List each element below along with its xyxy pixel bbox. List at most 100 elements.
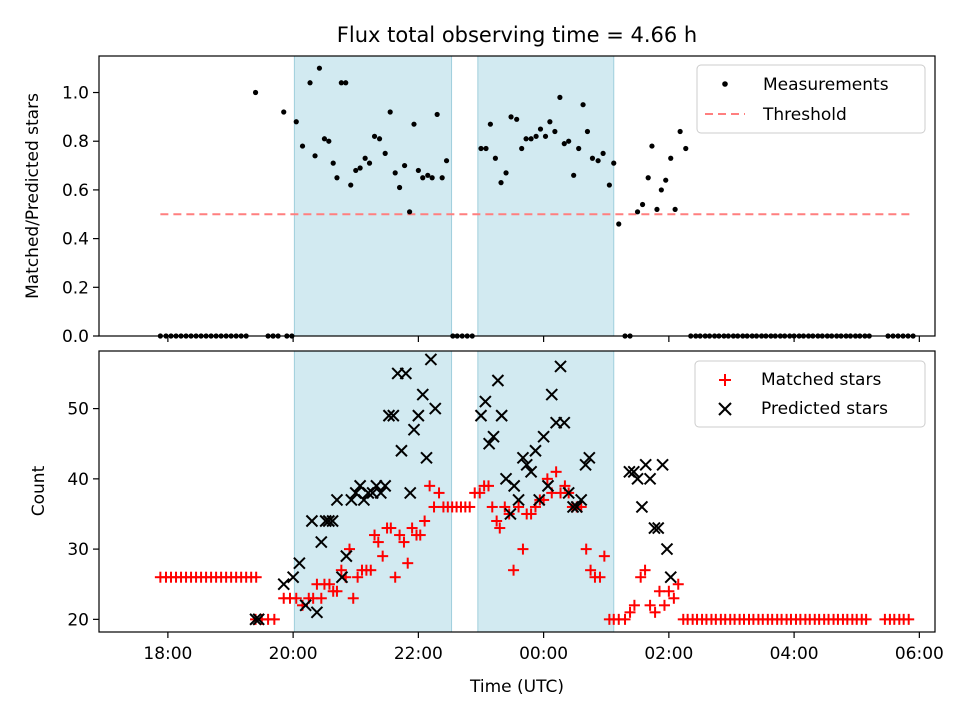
- legend-measurements-label: Measurements: [763, 75, 889, 95]
- matched-star-point: [483, 480, 495, 492]
- ratio-y-tick-label: 0.0: [62, 327, 89, 347]
- measurement-point: [407, 209, 413, 215]
- matched-star-point: [619, 613, 631, 625]
- measurement-point: [537, 126, 544, 132]
- count-y-tick-label: 50: [67, 400, 89, 420]
- matched-star-point: [628, 599, 640, 611]
- matched-star-point: [394, 529, 406, 541]
- predicted-star-point: [545, 388, 558, 401]
- measurement-point: [357, 165, 363, 171]
- ratio-legend: Measurements Threshold: [696, 64, 926, 134]
- measurement-point: [366, 160, 373, 166]
- predicted-star-point: [407, 423, 421, 436]
- predicted-star-point: [487, 430, 500, 443]
- matched-star-point: [406, 522, 418, 534]
- ratio-y-tick-label: 0.8: [62, 132, 89, 152]
- matched-star-point: [433, 487, 445, 499]
- matched-star-point: [653, 585, 665, 597]
- predicted-star-point: [579, 458, 592, 472]
- measurement-point: [528, 136, 534, 142]
- predicted-star-point: [537, 430, 550, 443]
- measurement-point: [580, 102, 586, 108]
- matched-star-point: [347, 592, 359, 604]
- predicted-star-point: [507, 479, 521, 493]
- measurement-point: [252, 89, 259, 96]
- predicted-star-point: [399, 367, 413, 380]
- matched-star-point: [268, 613, 280, 625]
- predicted-star-point: [529, 444, 542, 457]
- predicted-star-point: [495, 409, 508, 422]
- xlabel: Time (UTC): [469, 677, 564, 697]
- predicted-star-point: [558, 416, 571, 429]
- matched-star-point: [494, 522, 506, 534]
- x-tick-label: 02:00: [644, 644, 693, 664]
- predicted-star-point: [382, 409, 396, 422]
- measurement-point: [376, 136, 383, 142]
- measurement-point: [600, 150, 606, 156]
- predicted-star-point: [424, 353, 438, 366]
- count-y-tick-label: 30: [67, 540, 89, 560]
- predicted-star-point: [404, 486, 417, 500]
- matched-star-point: [585, 564, 597, 576]
- measurement-point: [312, 153, 318, 159]
- measurement-point: [362, 155, 368, 161]
- measurement-point: [353, 167, 359, 174]
- predicted-star-point: [520, 458, 533, 472]
- predicted-star-point: [277, 578, 290, 591]
- ratio-y-tick-label: 0.4: [62, 230, 89, 250]
- predicted-star-point: [516, 451, 530, 464]
- count-y-tick-label: 40: [67, 470, 89, 490]
- measurement-point: [649, 143, 655, 149]
- matched-star-point: [464, 501, 476, 513]
- measurement-point: [281, 109, 287, 115]
- predicted-star-point: [326, 514, 339, 528]
- measurement-point: [330, 160, 336, 166]
- matched-star-point: [517, 543, 529, 555]
- measurement-point: [382, 150, 388, 156]
- measurement-point: [645, 175, 651, 181]
- measurement-point: [672, 206, 678, 212]
- predicted-star-point: [286, 570, 300, 584]
- predicted-star-point: [635, 500, 649, 514]
- matched-star-point: [486, 501, 498, 513]
- measurement-point: [439, 175, 445, 181]
- matched-star-point: [323, 578, 335, 590]
- predicted-star-point: [305, 514, 319, 528]
- legend-matched-label: Matched stars: [761, 370, 881, 390]
- count-ylabel: Count: [29, 465, 49, 516]
- matched-star-point: [419, 515, 431, 527]
- measurement-point: [508, 114, 514, 120]
- x-tick-label: 06:00: [895, 644, 944, 664]
- x-tick-label: 22:00: [394, 644, 443, 664]
- predicted-star-point: [330, 493, 344, 507]
- ratio-y-tick-label: 1.0: [62, 84, 89, 104]
- measurement-point: [392, 170, 398, 176]
- predicted-star-point: [541, 479, 555, 493]
- matched-star-point: [402, 557, 414, 569]
- measurement-point: [611, 160, 617, 166]
- matched-star-point: [513, 501, 525, 513]
- predicted-star-point: [583, 451, 596, 464]
- measurement-point: [576, 145, 582, 152]
- predicted-star-point: [357, 493, 371, 507]
- count-shaded-interval-2: [477, 350, 615, 633]
- matched-star-point: [428, 501, 440, 513]
- legend-predicted-label: Predicted stars: [761, 399, 888, 419]
- matched-star-point: [369, 529, 381, 541]
- predicted-star-point: [345, 493, 358, 507]
- ratio-panel: 0.0 0.2 0.4 0.6 0.8 1.0 Matched/Predicted sta…: [23, 55, 936, 347]
- predicted-star-point: [370, 479, 383, 493]
- measurement-point: [519, 145, 525, 152]
- measurement-point: [658, 187, 664, 193]
- matched-star-point: [860, 613, 872, 625]
- predicted-star-point: [322, 514, 336, 528]
- measurement-point: [595, 158, 601, 164]
- measurement-point: [654, 206, 660, 212]
- predicted-star-point: [395, 444, 408, 457]
- predicted-star-point: [310, 606, 324, 619]
- predicted-star-point: [378, 479, 392, 493]
- matched-star-point: [372, 536, 384, 548]
- matched-star-point: [594, 571, 606, 583]
- measurement-point: [566, 138, 572, 144]
